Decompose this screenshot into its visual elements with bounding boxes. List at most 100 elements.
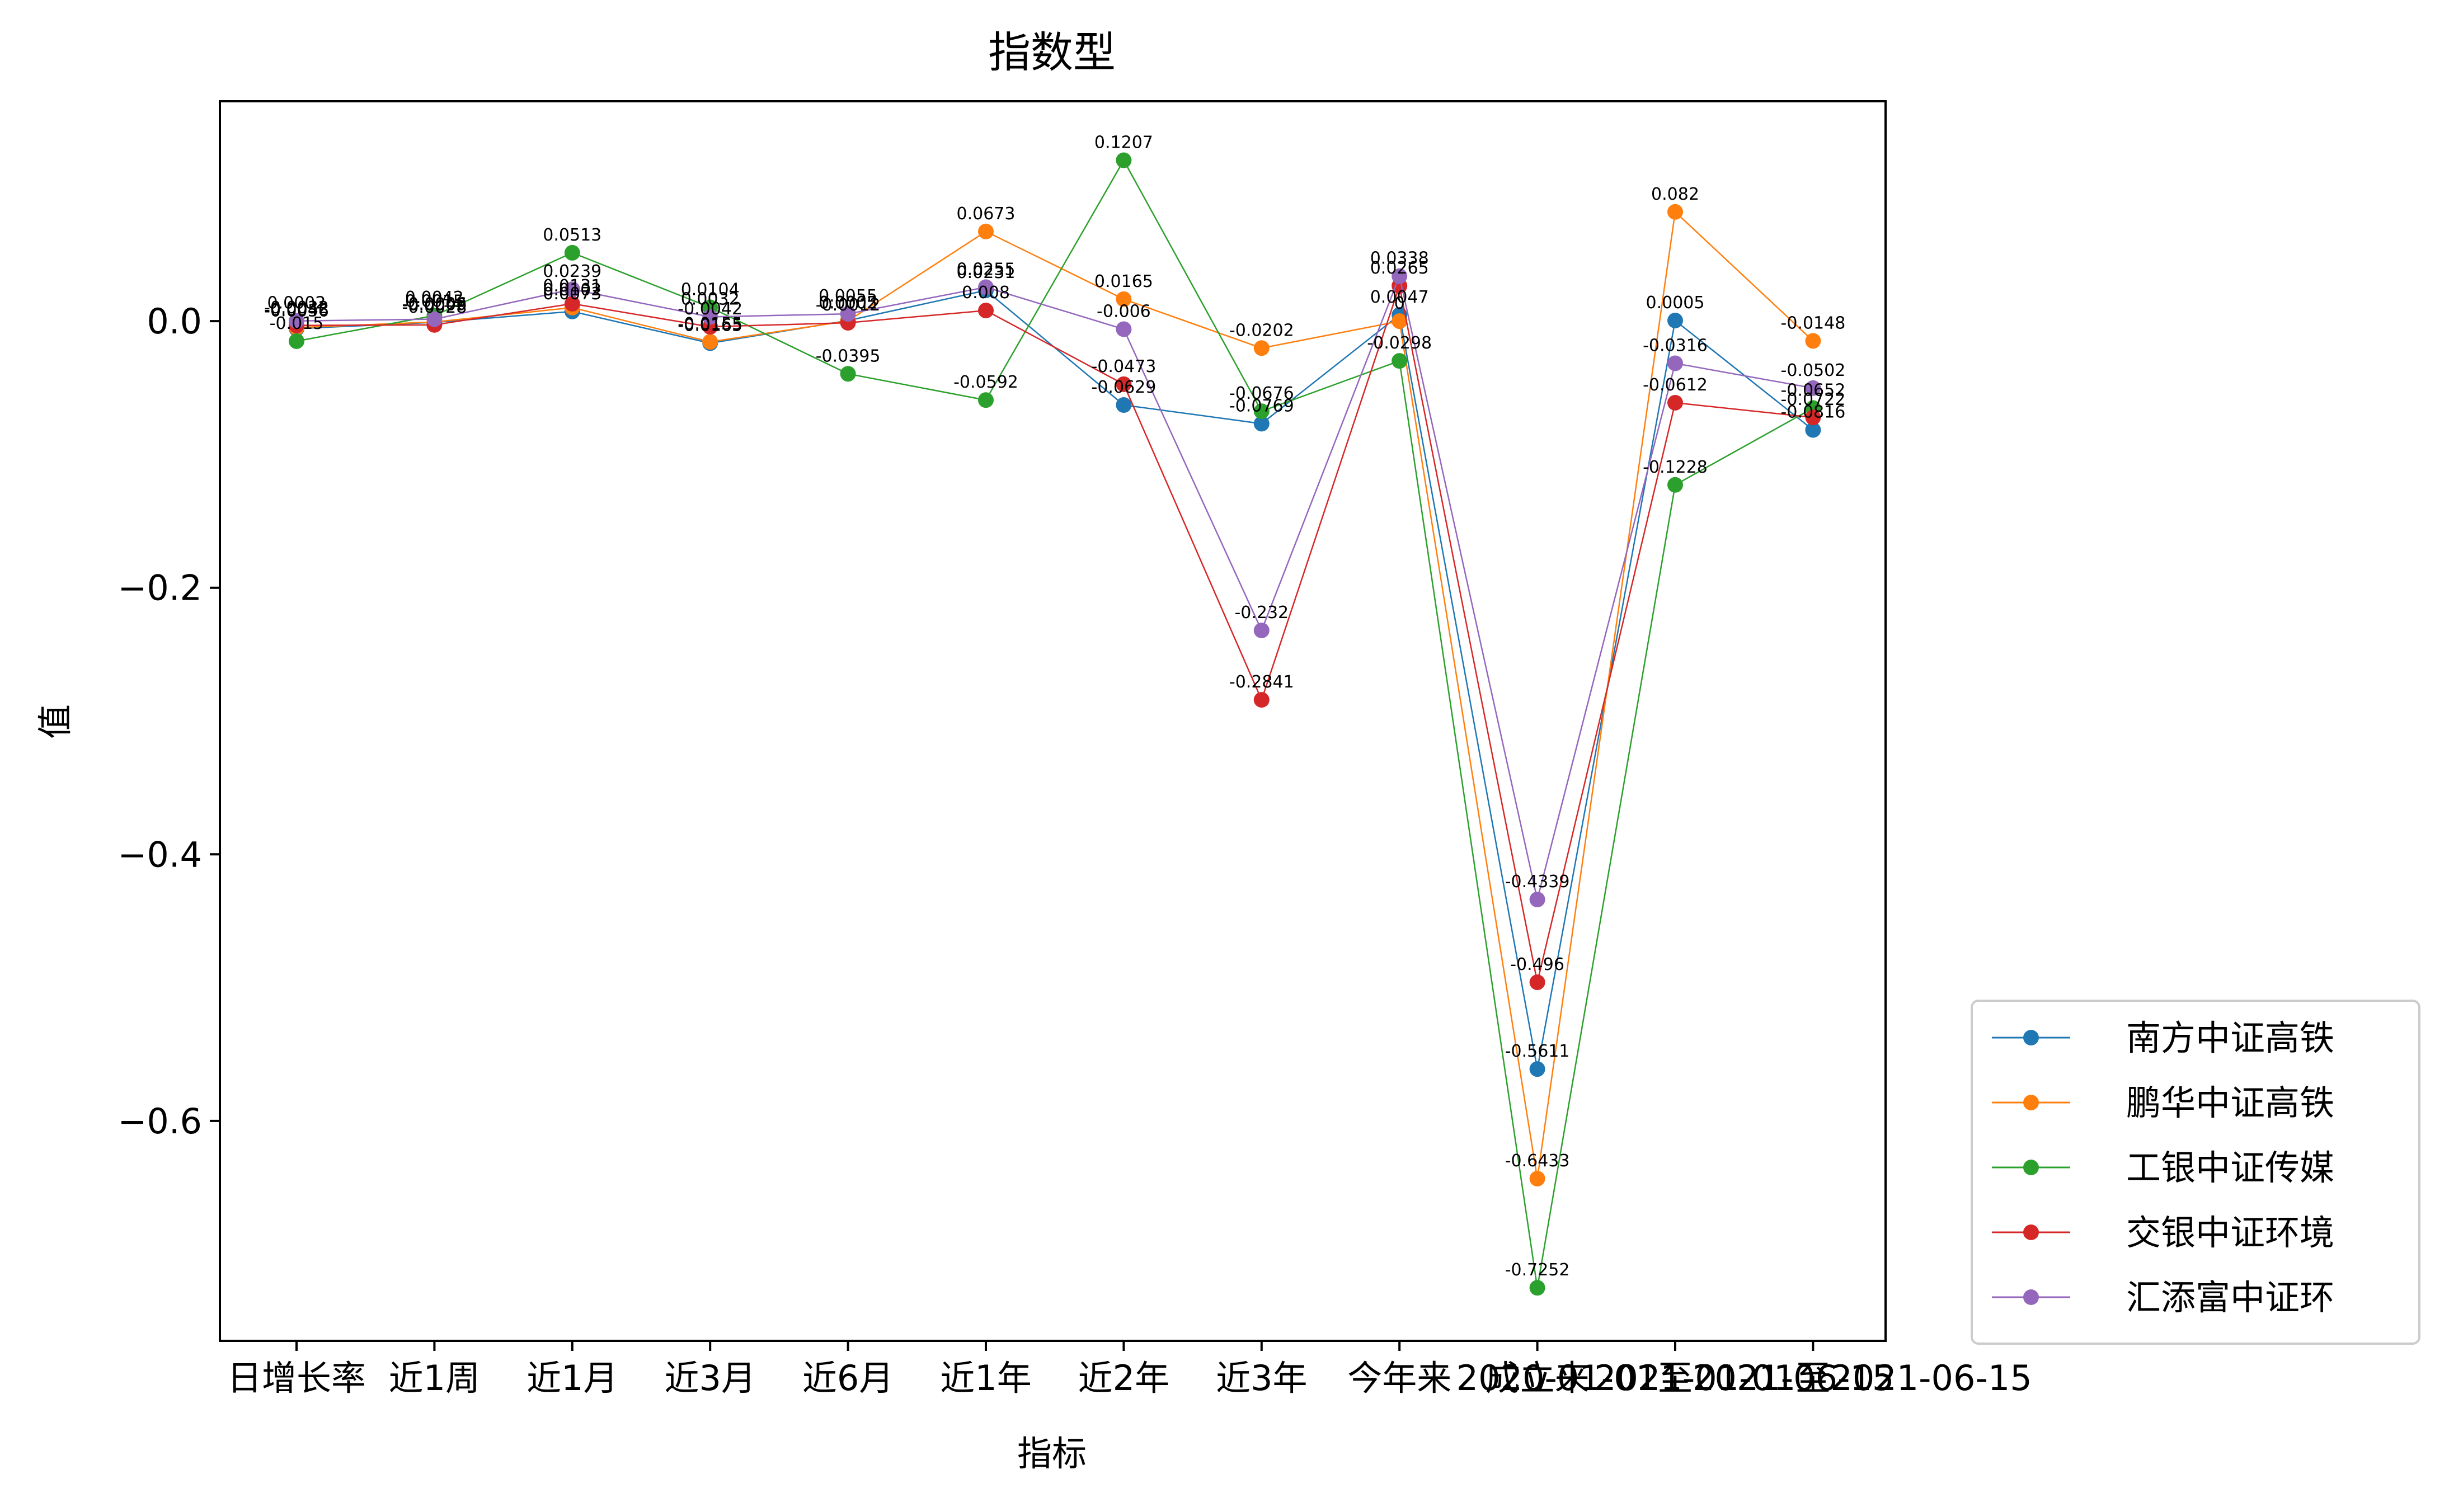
data-point xyxy=(1253,692,1270,708)
data-point xyxy=(1529,1171,1545,1187)
x-tick-label: 成立来 xyxy=(1486,1358,1590,1398)
x-tick-label: 今年来 xyxy=(1347,1358,1451,1398)
data-label: -0.5611 xyxy=(1505,1042,1570,1061)
y-tick-label: −0.2 xyxy=(117,568,202,609)
x-tick-label: 日增长率 xyxy=(227,1358,366,1398)
data-label: -0.0769 xyxy=(1229,396,1294,416)
legend-marker xyxy=(2023,1095,2039,1110)
x-tick-label: 近3年 xyxy=(1216,1358,1307,1398)
data-point xyxy=(978,279,994,295)
series-layer xyxy=(289,152,1821,1296)
data-label: -0.496 xyxy=(1510,955,1564,974)
data-label: -0.2841 xyxy=(1229,672,1294,692)
data-label: -0.0395 xyxy=(816,346,881,366)
data-point xyxy=(1253,403,1270,420)
legend-label: 交银中证环境 xyxy=(2126,1212,2334,1253)
data-point xyxy=(1667,312,1683,328)
series-line xyxy=(296,289,1814,1070)
x-tick-label: 近6月 xyxy=(802,1358,894,1398)
data-point xyxy=(1253,340,1270,356)
data-label: -0.0298 xyxy=(1367,333,1432,353)
data-label: 0.0042 xyxy=(405,288,464,308)
data-label: -0.0629 xyxy=(1092,378,1157,397)
data-point xyxy=(978,303,994,319)
data-point xyxy=(1253,416,1270,432)
data-label: 0.0032 xyxy=(681,290,740,309)
data-point xyxy=(564,295,580,312)
data-point xyxy=(1805,333,1821,349)
data-label: -0.0028 xyxy=(402,298,467,317)
data-label: -0.015 xyxy=(270,314,324,333)
y-axis: −0.6 −0.4 −0.2 0.0 xyxy=(117,301,220,1142)
data-point xyxy=(289,333,304,349)
data-point xyxy=(1392,313,1408,329)
data-label: -0.0056 xyxy=(264,302,329,321)
data-label: -0.0816 xyxy=(1781,403,1846,422)
data-label: 0.0073 xyxy=(543,284,601,304)
data-point xyxy=(1116,321,1132,337)
data-label: -0.0316 xyxy=(1643,336,1708,355)
chart-title: 指数型 xyxy=(988,27,1116,77)
x-tick-label: 近1月 xyxy=(527,1358,618,1398)
data-label: 0.0338 xyxy=(1370,249,1429,269)
data-label: -0.1228 xyxy=(1643,458,1708,477)
data-point xyxy=(1392,268,1408,284)
y-axis-label: 值 xyxy=(35,704,76,739)
data-point xyxy=(1392,353,1408,369)
data-label: 0.0047 xyxy=(1370,288,1429,307)
data-label: -0.0165 xyxy=(678,315,742,335)
data-label: -0.0592 xyxy=(953,373,1018,392)
data-label: -0.0722 xyxy=(1781,390,1846,409)
legend-label: 工银中证传媒 xyxy=(2126,1147,2334,1188)
data-label: 0.0002 xyxy=(267,294,326,313)
plot-area-frame xyxy=(219,100,1887,1342)
data-point xyxy=(1116,152,1132,168)
data-label: 0.0513 xyxy=(543,225,601,245)
data-label: -0.0473 xyxy=(1092,357,1157,376)
data-point xyxy=(564,244,580,261)
x-tick-label: 近3月 xyxy=(664,1358,755,1398)
legend-marker xyxy=(2023,1289,2039,1305)
data-point xyxy=(564,281,580,298)
data-label: 0.0255 xyxy=(957,260,1016,279)
legend-marker xyxy=(2023,1224,2039,1240)
x-tick-label: 近2年 xyxy=(1078,1358,1169,1398)
data-label: -0.0676 xyxy=(1229,384,1294,403)
data-label: -0.0032 xyxy=(264,298,329,318)
data-label: -0.0612 xyxy=(1643,375,1708,395)
data-point xyxy=(978,223,994,239)
data-point xyxy=(1805,409,1821,426)
data-label: 0.0102 xyxy=(543,280,601,300)
data-label: 0.0265 xyxy=(1370,258,1429,278)
data-point xyxy=(289,313,304,329)
legend-frame xyxy=(1971,1000,2420,1345)
data-label: 0.0104 xyxy=(681,280,740,299)
data-point xyxy=(1116,291,1132,307)
data-point xyxy=(702,309,718,325)
legend-marker xyxy=(2023,1030,2039,1045)
data-label: -0.0012 xyxy=(816,295,881,315)
series-line xyxy=(296,159,1814,1288)
x-tick-label: 2021-01-01至2021-06-15 xyxy=(1594,1358,2032,1398)
data-label: -0.6433 xyxy=(1505,1151,1570,1171)
data-point xyxy=(1667,394,1683,411)
data-label: 0.008 xyxy=(962,283,1010,303)
data-label: 0.0002 xyxy=(819,294,877,313)
data-point xyxy=(1116,397,1132,413)
data-label: 0.0055 xyxy=(819,286,877,306)
data-label: -0.0042 xyxy=(678,299,742,319)
data-point xyxy=(978,392,994,408)
data-point xyxy=(1529,1280,1545,1296)
series-line xyxy=(296,274,1813,900)
data-label: -0.4339 xyxy=(1505,872,1570,892)
data-point xyxy=(1667,355,1683,371)
data-point xyxy=(1529,1061,1545,1077)
data-label: 0 xyxy=(1394,294,1405,313)
data-label: 0.0673 xyxy=(957,204,1016,224)
data-labels-layer: -0.0056 -0.0009 0.0073 -0.0165 0.0005 0.0231 -… xyxy=(264,133,1845,1280)
data-label: 0.0239 xyxy=(543,262,601,281)
y-tick-label: −0.6 xyxy=(117,1101,202,1142)
data-point xyxy=(840,306,856,322)
